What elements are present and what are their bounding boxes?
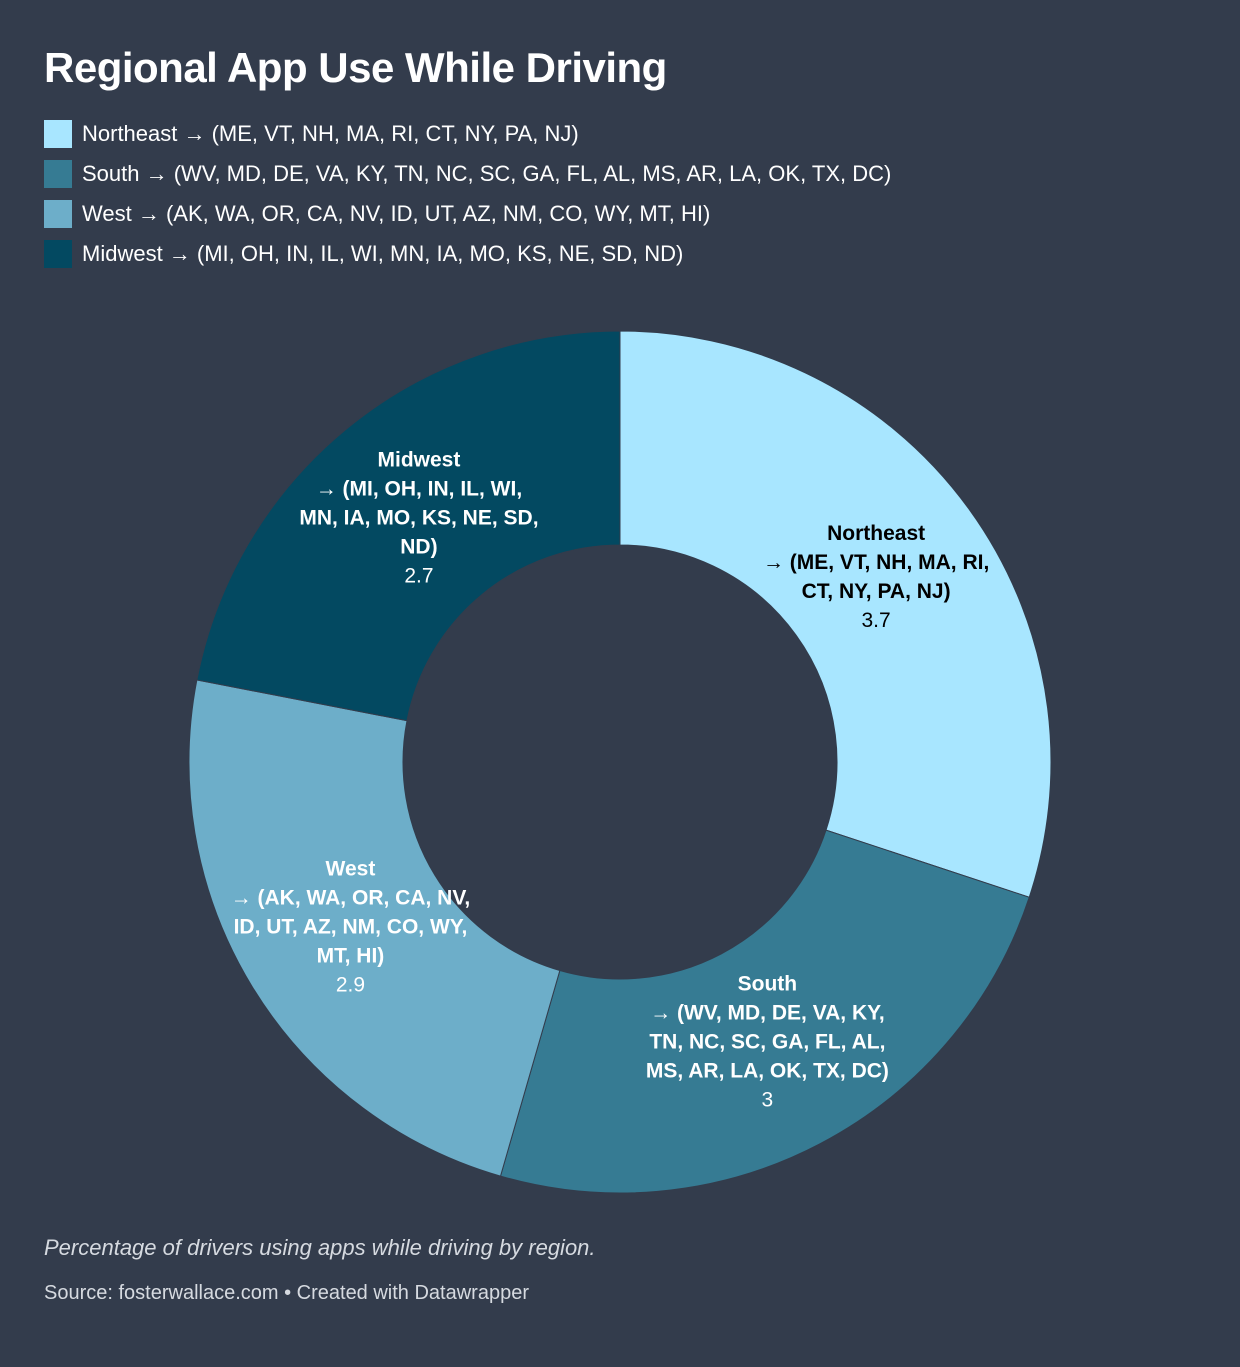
slice-detail: → (ME, VT, NH, MA, RI, CT, NY, PA, NJ)	[762, 550, 990, 603]
slice-name: Midwest	[377, 448, 461, 472]
legend-item-west: West → (AK, WA, OR, CA, NV, ID, UT, AZ, …	[44, 194, 891, 234]
legend-label: West → (AK, WA, OR, CA, NV, ID, UT, AZ, …	[82, 201, 711, 226]
slice-detail: → (MI, OH, IN, IL, WI, MN, IA, MO, KS, N…	[299, 477, 539, 559]
legend: Northeast → (ME, VT, NH, MA, RI, CT, NY,…	[44, 114, 891, 274]
slice-label-midwest: Midwest → (MI, OH, IN, IL, WI, MN, IA, MO…	[294, 446, 544, 591]
slice-value: 2.9	[335, 973, 366, 997]
legend-label: Midwest → (MI, OH, IN, IL, WI, MN, IA, M…	[82, 241, 684, 266]
slice-value: 3.7	[861, 608, 891, 632]
slice-detail: → (AK, WA, OR, CA, NV, ID, UT, AZ, NM, C…	[230, 886, 471, 968]
slice-midwest	[196, 330, 621, 722]
slice-name: South	[737, 972, 798, 995]
slice-detail: → (WV, MD, DE, VA, KY, TN, NC, SC, GA, F…	[645, 1001, 889, 1082]
slice-name: Northeast	[827, 521, 926, 545]
legend-swatch	[44, 200, 72, 228]
legend-swatch	[44, 120, 72, 148]
slice-value: 2.7	[404, 564, 434, 588]
slice-label-south: South → (WV, MD, DE, VA, KY, TN, NC, SC, …	[642, 969, 892, 1114]
chart-source: Source: fosterwallace.com • Created with…	[44, 1282, 529, 1304]
slice-northeast	[619, 330, 1052, 898]
slice-label-northeast: Northeast → (ME, VT, NH, MA, RI, CT, NY, …	[751, 519, 1001, 635]
legend-swatch	[44, 160, 72, 188]
slice-south	[499, 829, 1030, 1194]
legend-label: South → (WV, MD, DE, VA, KY, TN, NC, SC,…	[82, 161, 892, 186]
legend-item-northeast: Northeast → (ME, VT, NH, MA, RI, CT, NY,…	[44, 114, 891, 154]
chart-description: Percentage of drivers using apps while d…	[44, 1235, 596, 1260]
slice-name: West	[325, 857, 376, 881]
slice-value: 3	[761, 1088, 774, 1111]
legend-swatch	[44, 240, 72, 268]
legend-item-south: South → (WV, MD, DE, VA, KY, TN, NC, SC,…	[44, 154, 891, 194]
slice-west	[188, 679, 561, 1177]
legend-label: Northeast → (ME, VT, NH, MA, RI, CT, NY,…	[82, 121, 579, 146]
legend-item-midwest: Midwest → (MI, OH, IN, IL, WI, MN, IA, M…	[44, 234, 891, 274]
slice-label-west: West → (AK, WA, OR, CA, NV, ID, UT, AZ, N…	[225, 854, 475, 999]
chart-title: Regional App Use While Driving	[44, 44, 667, 91]
